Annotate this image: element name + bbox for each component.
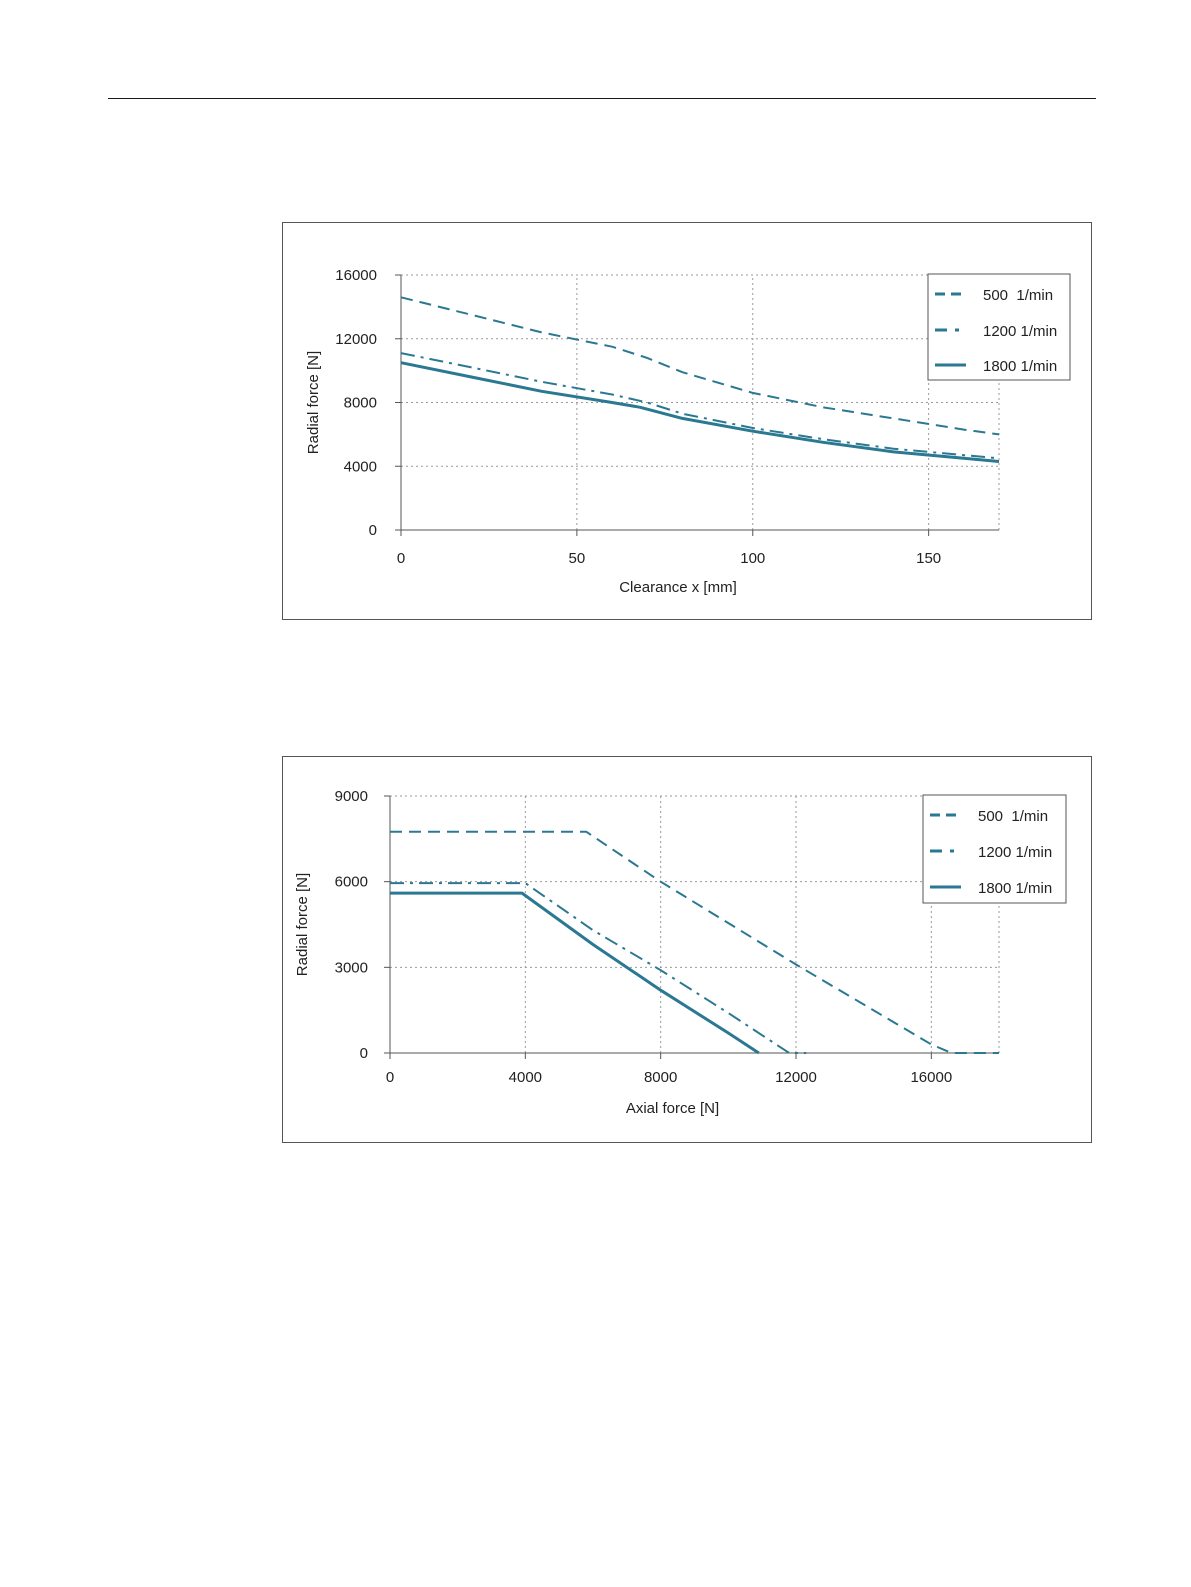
x-axis-label: Clearance x [mm] <box>619 579 737 596</box>
series-line-dashdot <box>390 882 807 1054</box>
x-axis-label: Axial force [N] <box>626 1100 719 1117</box>
series-line-solid <box>390 891 760 1055</box>
legend-label: 1200 1/min <box>983 323 1057 340</box>
y-tick-label: 6000 <box>335 874 368 891</box>
x-tick-label: 8000 <box>644 1069 677 1086</box>
legend-label: 500 1/min <box>978 808 1048 825</box>
page-header-rule <box>108 98 1096 99</box>
x-tick-label: 0 <box>386 1069 394 1086</box>
legend-box <box>922 794 1067 904</box>
x-tick-label: 100 <box>740 550 765 567</box>
y-tick-label: 8000 <box>344 395 377 412</box>
x-tick-label: 12000 <box>775 1069 817 1086</box>
y-tick-label: 9000 <box>335 788 368 805</box>
y-tick-label: 12000 <box>335 331 377 348</box>
series-line-dashed <box>390 830 999 1054</box>
legend-label: 500 1/min <box>983 287 1053 304</box>
y-axis-label: Radial force [N] <box>305 351 322 454</box>
legend-label: 1200 1/min <box>978 844 1052 861</box>
x-tick-label: 150 <box>916 550 941 567</box>
legend-box <box>927 273 1071 381</box>
x-tick-label: 4000 <box>509 1069 542 1086</box>
chart-1-group: 0 50 100 150 0 4000 8000 12000 16000 Clearance x … <box>305 267 1071 596</box>
y-tick-label: 0 <box>360 1045 368 1062</box>
y-tick-label: 3000 <box>335 959 368 976</box>
series-line-solid <box>400 361 1000 463</box>
chart-2-group: 0 4000 8000 12000 16000 0 3000 6000 9000 Axial fo… <box>294 788 1067 1117</box>
y-tick-label: 4000 <box>344 458 377 475</box>
y-axis-label: Radial force [N] <box>294 873 311 976</box>
y-tick-label: 0 <box>369 522 377 539</box>
x-tick-label: 16000 <box>910 1069 952 1086</box>
x-tick-label: 0 <box>397 550 405 567</box>
legend-label: 1800 1/min <box>983 358 1057 375</box>
series-line-dashed <box>400 296 1000 436</box>
legend-label: 1800 1/min <box>978 880 1052 897</box>
x-tick-label: 50 <box>569 550 586 567</box>
series-line-dashdot <box>400 352 1000 460</box>
y-tick-label: 16000 <box>335 267 377 284</box>
